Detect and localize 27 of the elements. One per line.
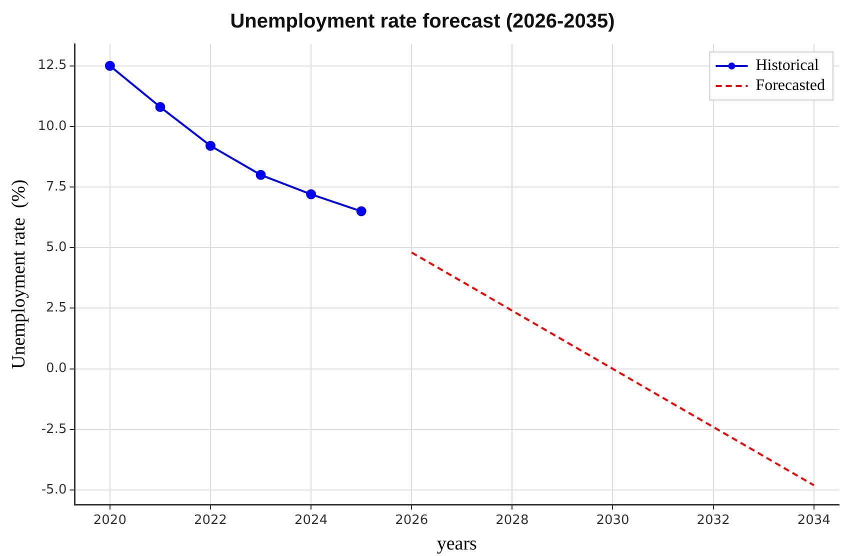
chart-title: Unemployment rate forecast (2026-2035): [230, 10, 615, 33]
y-tick-label: 12.5: [38, 58, 67, 74]
y-axis-title: Unemployment rate (%): [8, 180, 30, 370]
y-tick-label: 7.5: [46, 179, 67, 194]
point: [104, 60, 115, 71]
point: [256, 170, 266, 180]
point: [155, 102, 166, 112]
y-tick-label: 10.0: [38, 118, 67, 134]
y-tick-label: 2.5: [46, 300, 67, 316]
y-tick-label: -2.5: [41, 422, 67, 437]
legend-label: Forecasted: [756, 77, 826, 94]
x-tick-label: 2032: [696, 512, 730, 528]
y-tick-label: 0.0: [46, 361, 67, 376]
x-tick-label: 2022: [194, 512, 228, 528]
x-axis-title: years: [436, 534, 477, 555]
point: [206, 140, 216, 151]
legend-label: Historical: [756, 57, 820, 74]
x-tick-label: 2026: [395, 512, 428, 528]
y-tick-label: 5.0: [46, 240, 67, 256]
x-tick-label: 2020: [93, 512, 126, 528]
x-tick-label: 2028: [496, 512, 529, 528]
x-tick-label: 2030: [596, 512, 630, 528]
point: [306, 189, 316, 200]
x-tick-label: 2024: [294, 512, 328, 528]
y-tick-label: -5.0: [41, 482, 67, 498]
x-tick-label: 2034: [797, 512, 830, 528]
point: [356, 206, 366, 216]
